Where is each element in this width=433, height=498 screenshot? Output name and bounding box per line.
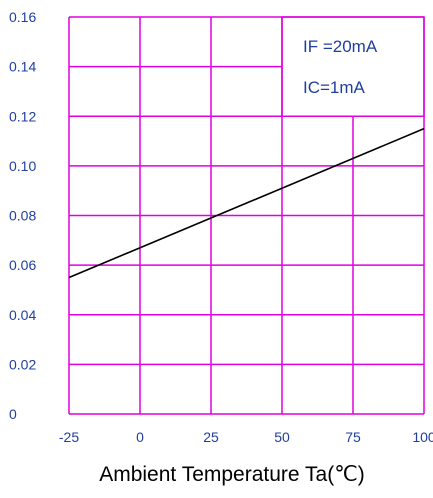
y-tick-label: 0.02 [9, 356, 36, 372]
y-tick-label: 0.16 [9, 9, 36, 25]
x-tick-labels: -25 0 25 50 75 100 [59, 429, 433, 445]
annotation-box [281, 16, 425, 117]
series [68, 127, 425, 279]
y-tick-label: 0.14 [9, 59, 36, 75]
y-tick-label: 0.10 [9, 158, 36, 174]
x-tick-label: 50 [274, 429, 290, 445]
annotation-if: IF =20mA [303, 37, 378, 56]
y-tick-label: 0.12 [9, 108, 36, 124]
x-tick-label: 100 [412, 429, 433, 445]
series-line-0 [68, 127, 425, 279]
x-axis-label: Ambient Temperature Ta(℃) [99, 463, 365, 486]
y-tick-label: 0 [9, 406, 17, 422]
y-tick-label: 0.08 [9, 208, 36, 224]
grid [68, 16, 425, 415]
x-tick-label: 25 [203, 429, 219, 445]
x-tick-label: 0 [136, 429, 144, 445]
x-tick-label: 75 [345, 429, 361, 445]
annotation-box-border [281, 16, 425, 117]
y-tick-label: 0.06 [9, 257, 36, 273]
x-tick-label: -25 [59, 429, 79, 445]
y-tick-label: 0.04 [9, 307, 36, 323]
y-tick-labels: 0 0.02 0.04 0.06 0.08 0.10 0.12 0.14 0.16 [9, 9, 36, 422]
annotation-ic: IC=1mA [303, 78, 366, 97]
